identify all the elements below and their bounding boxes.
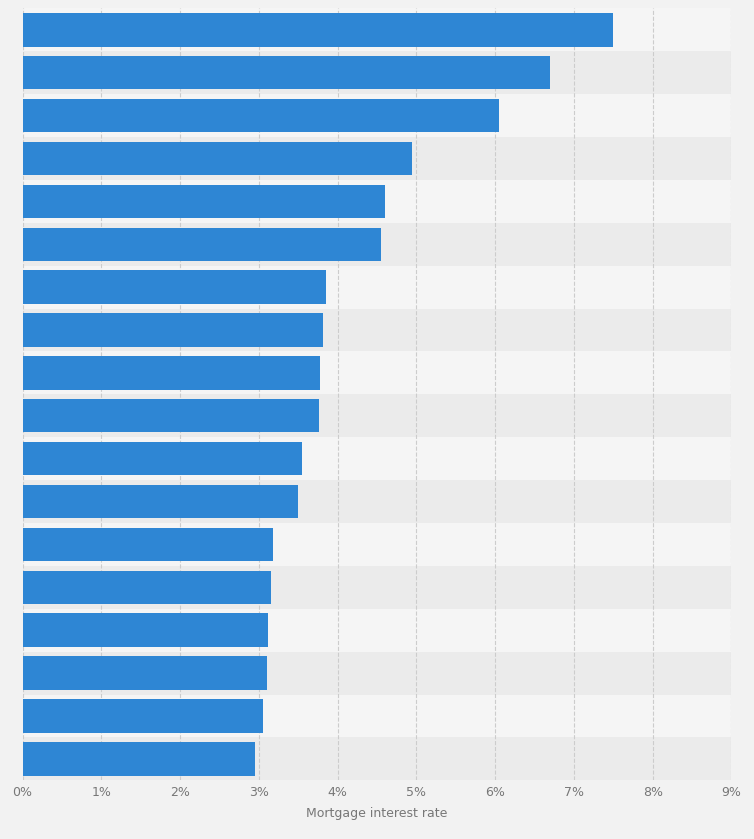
Bar <box>23 695 731 737</box>
Bar <box>23 94 731 137</box>
Bar <box>23 485 299 519</box>
Bar <box>23 437 731 480</box>
Bar <box>23 399 319 432</box>
Bar <box>23 313 323 347</box>
Bar <box>23 227 381 261</box>
Bar <box>23 528 273 561</box>
Bar <box>23 480 731 523</box>
Bar <box>23 99 499 133</box>
X-axis label: Mortgage interest rate: Mortgage interest rate <box>306 807 448 821</box>
Bar <box>23 8 731 51</box>
Bar <box>23 185 385 218</box>
Bar <box>23 656 267 690</box>
Bar <box>23 270 326 304</box>
Bar <box>23 142 412 175</box>
Bar <box>23 743 255 775</box>
Bar <box>23 613 268 647</box>
Bar <box>23 357 320 389</box>
Bar <box>23 699 263 732</box>
Bar <box>23 51 731 94</box>
Bar <box>23 394 731 437</box>
Bar <box>23 266 731 309</box>
Bar <box>23 442 302 476</box>
Bar <box>23 137 731 180</box>
Bar <box>23 565 731 609</box>
Bar <box>23 652 731 695</box>
Bar <box>23 737 731 780</box>
Bar <box>23 609 731 652</box>
Bar <box>23 56 550 90</box>
Bar <box>23 352 731 394</box>
Bar <box>23 309 731 352</box>
Bar <box>23 13 613 46</box>
Bar <box>23 223 731 266</box>
Bar <box>23 180 731 223</box>
Bar <box>23 571 271 604</box>
Bar <box>23 523 731 565</box>
